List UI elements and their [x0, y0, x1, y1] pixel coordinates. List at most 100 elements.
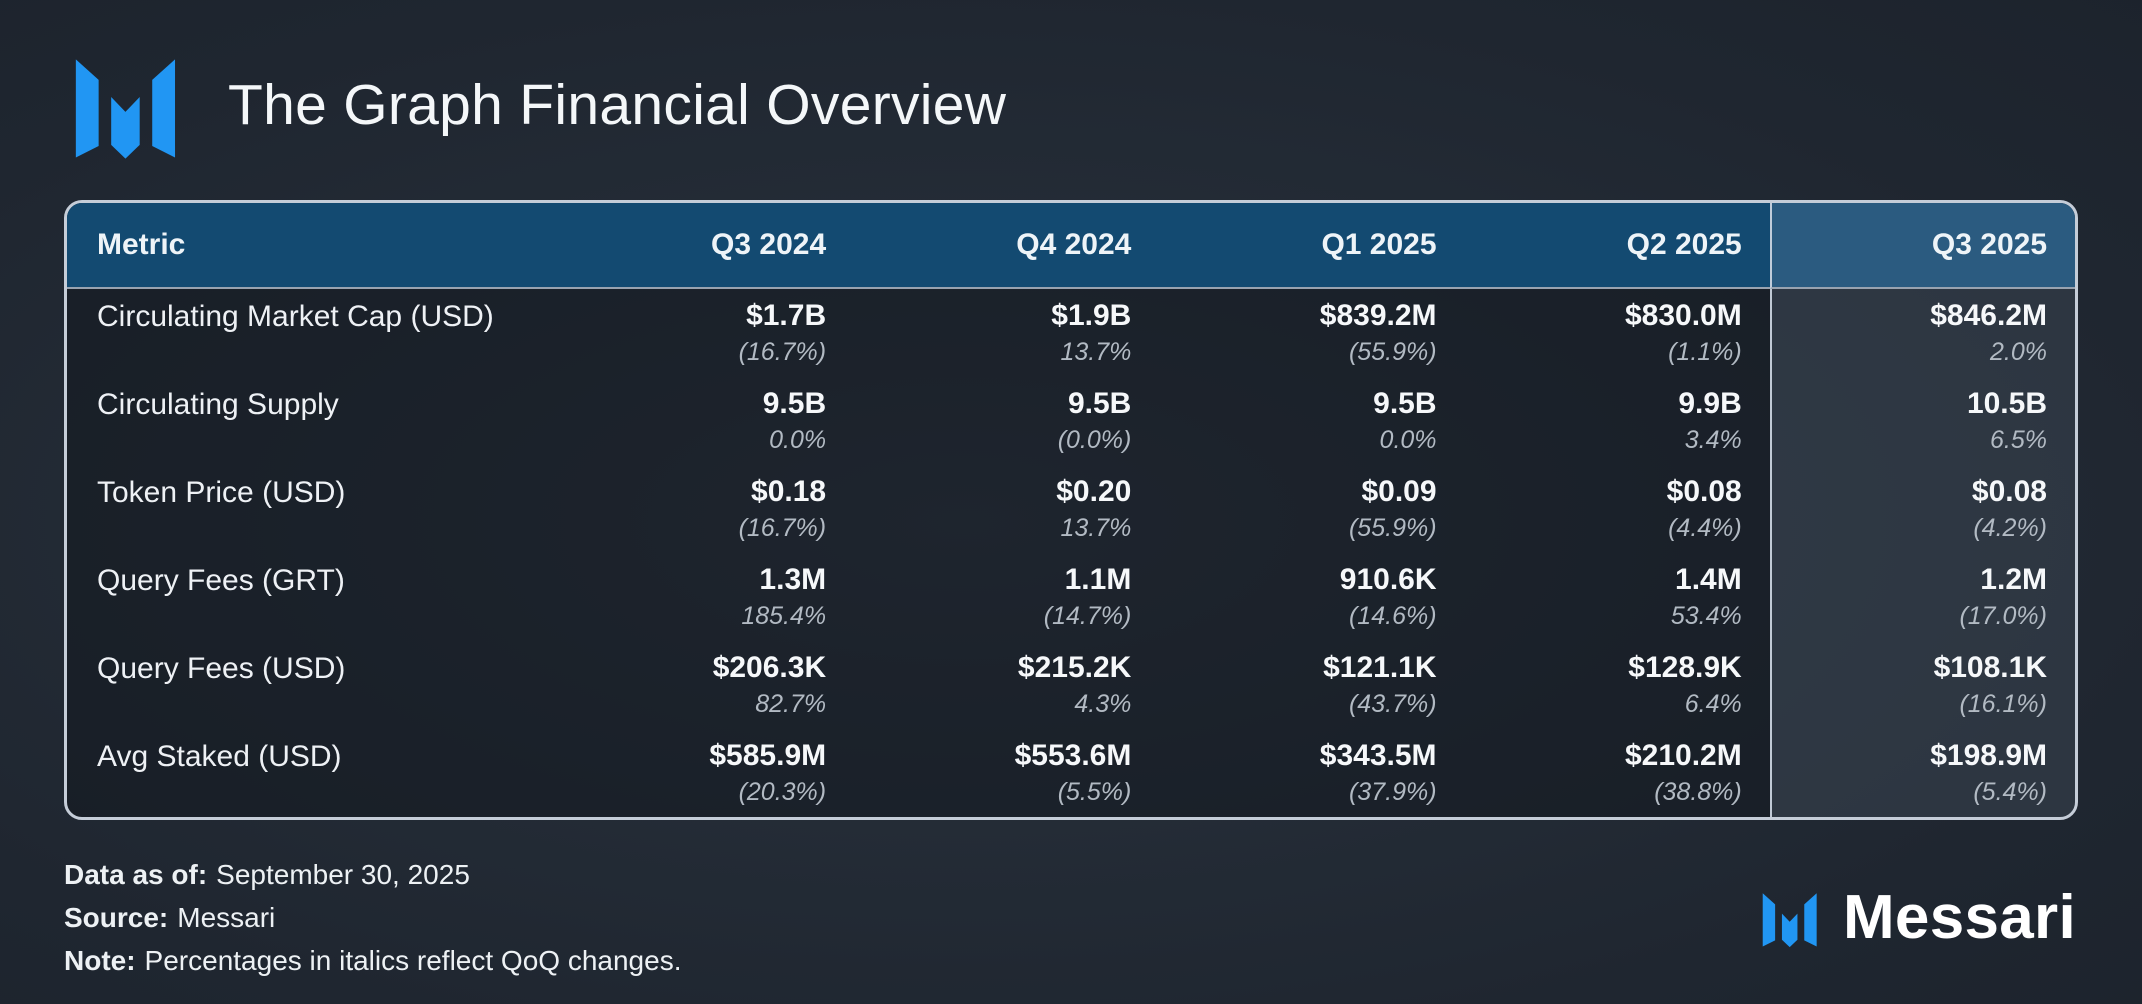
qoq-change: (17.0%) [1959, 602, 2047, 630]
value-cell: $0.18 (16.7%) [549, 465, 854, 553]
value-cell: $198.9M (5.4%) [1769, 729, 2075, 817]
data-as-of-label: Data as of: [64, 859, 208, 890]
messari-logomark-icon [75, 59, 176, 159]
value-cell: 1.4M 53.4% [1465, 553, 1770, 641]
qoq-change: 6.4% [1684, 690, 1742, 718]
qoq-change: 6.5% [1990, 426, 2047, 454]
value-cell: $0.20 13.7% [854, 465, 1159, 553]
metric-value: $108.1K [1933, 651, 2047, 684]
qoq-change: 3.4% [1684, 426, 1742, 454]
column-header-q4-2024: Q4 2024 [854, 203, 1160, 289]
value-cell: 910.6K (14.6%) [1159, 553, 1464, 641]
metric-value: 1.3M [759, 563, 827, 596]
value-cell: $1.7B (16.7%) [549, 289, 854, 377]
data-as-of-line: Data as of: September 30, 2025 [64, 853, 681, 896]
value-cell: $846.2M 2.0% [1769, 289, 2075, 377]
table-row: Circulating Market Cap (USD) $1.7B (16.7%)… [67, 289, 2075, 377]
footer-notes: Data as of: September 30, 2025 Source: Mes… [64, 853, 681, 982]
metric-value: 1.1M [1064, 563, 1132, 596]
metric-value: $0.08 [1971, 475, 2047, 508]
metric-value: 9.5B [1067, 387, 1132, 420]
page-title: The Graph Financial Overview [228, 73, 1007, 137]
metric-value: 9.5B [1373, 387, 1437, 420]
metric-value: $830.0M [1624, 299, 1742, 332]
messari-wordmark: Messari [1842, 883, 2076, 952]
value-cell: 10.5B 6.5% [1769, 377, 2075, 465]
metric-value: 9.5B [762, 387, 827, 420]
qoq-change: (20.3%) [738, 778, 827, 806]
data-as-of-value: September 30, 2025 [216, 859, 470, 890]
metric-value: $1.9B [1051, 299, 1132, 332]
qoq-change: (5.5%) [1057, 778, 1132, 806]
qoq-change: (4.4%) [1668, 514, 1742, 542]
qoq-change: 82.7% [755, 690, 827, 718]
metric-value: 10.5B [1966, 387, 2047, 420]
value-cell: $553.6M (5.5%) [854, 729, 1159, 817]
metric-cell: Query Fees (USD) [97, 651, 346, 685]
value-cell: $210.2M (38.8%) [1465, 729, 1770, 817]
table-row: Query Fees (GRT) 1.3M 185.4% 1.1M (14.7%) 910… [67, 553, 2075, 641]
value-cell: 9.5B 0.0% [1159, 377, 1464, 465]
metric-value: 910.6K [1339, 563, 1437, 596]
table-row: Circulating Supply 9.5B 0.0% 9.5B (0.0%) 9.5B… [67, 377, 2075, 465]
qoq-change: (43.7%) [1348, 690, 1437, 718]
qoq-change: (55.9%) [1348, 338, 1437, 366]
value-cell: 1.2M (17.0%) [1769, 553, 2075, 641]
qoq-change: (1.1%) [1668, 338, 1742, 366]
value-cell: $121.1K (43.7%) [1159, 641, 1464, 729]
value-cell: $343.5M (37.9%) [1159, 729, 1464, 817]
qoq-change: (16.7%) [738, 338, 827, 366]
value-cell: $0.08 (4.4%) [1465, 465, 1770, 553]
footer: Data as of: September 30, 2025 Source: Mes… [64, 853, 2078, 982]
metric-value: $0.09 [1361, 475, 1437, 508]
qoq-change: (4.2%) [1973, 514, 2047, 542]
metric-cell: Avg Staked (USD) [97, 739, 342, 773]
column-header-q1-2025: Q1 2025 [1159, 203, 1465, 289]
metric-value: $206.3K [712, 651, 827, 684]
table-header-row: Metric Q3 2024 Q4 2024 Q1 2025 Q2 2025 Q… [67, 203, 2075, 289]
value-cell: $215.2K 4.3% [854, 641, 1159, 729]
qoq-change: 0.0% [769, 426, 827, 454]
value-cell: 1.1M (14.7%) [854, 553, 1159, 641]
value-cell: $206.3K 82.7% [549, 641, 854, 729]
table-row: Token Price (USD) $0.18 (16.7%) $0.20 13.7% $… [67, 465, 2075, 553]
qoq-change: 13.7% [1060, 514, 1132, 542]
table-row: Query Fees (USD) $206.3K 82.7% $215.2K 4.3% $… [67, 641, 2075, 729]
metric-value: $210.2M [1624, 739, 1742, 772]
metric-cell: Circulating Market Cap (USD) [97, 299, 494, 333]
metric-value: 1.4M [1675, 563, 1742, 596]
metric-cell: Token Price (USD) [97, 475, 346, 509]
metric-cell: Query Fees (GRT) [97, 563, 345, 597]
value-cell: $830.0M (1.1%) [1465, 289, 1770, 377]
metric-value: $839.2M [1319, 299, 1437, 332]
note-label: Note: [64, 945, 136, 976]
note-line: Note: Percentages in italics reflect QoQ … [64, 939, 681, 982]
financial-table: Metric Q3 2024 Q4 2024 Q1 2025 Q2 2025 Q… [64, 200, 2078, 820]
qoq-change: 13.7% [1060, 338, 1132, 366]
value-cell: 9.5B (0.0%) [854, 377, 1159, 465]
metric-value: $0.18 [751, 475, 827, 508]
value-cell: $839.2M (55.9%) [1159, 289, 1464, 377]
metric-value: $343.5M [1319, 739, 1437, 772]
qoq-change: (14.6%) [1348, 602, 1437, 630]
metric-value: $0.20 [1056, 475, 1132, 508]
header: The Graph Financial Overview [64, 0, 2078, 162]
messari-logomark-icon [1762, 892, 1817, 947]
column-header-q2-2025: Q2 2025 [1464, 203, 1770, 289]
column-header-metric: Metric [67, 203, 549, 289]
metric-value: $846.2M [1930, 299, 2047, 332]
metric-value: 9.9B [1678, 387, 1742, 420]
value-cell: $108.1K (16.1%) [1769, 641, 2075, 729]
qoq-change: (38.8%) [1654, 778, 1742, 806]
value-cell: $0.09 (55.9%) [1159, 465, 1464, 553]
column-header-q3-2024: Q3 2024 [548, 203, 855, 289]
value-cell: 9.5B 0.0% [549, 377, 854, 465]
metric-value: $198.9M [1930, 739, 2047, 772]
note-value: Percentages in italics reflect QoQ chang… [144, 945, 682, 976]
qoq-change: 0.0% [1379, 426, 1437, 454]
qoq-change: 185.4% [741, 602, 827, 630]
source-label: Source: [64, 902, 169, 933]
qoq-change: (37.9%) [1348, 778, 1437, 806]
qoq-change: 4.3% [1074, 690, 1132, 718]
